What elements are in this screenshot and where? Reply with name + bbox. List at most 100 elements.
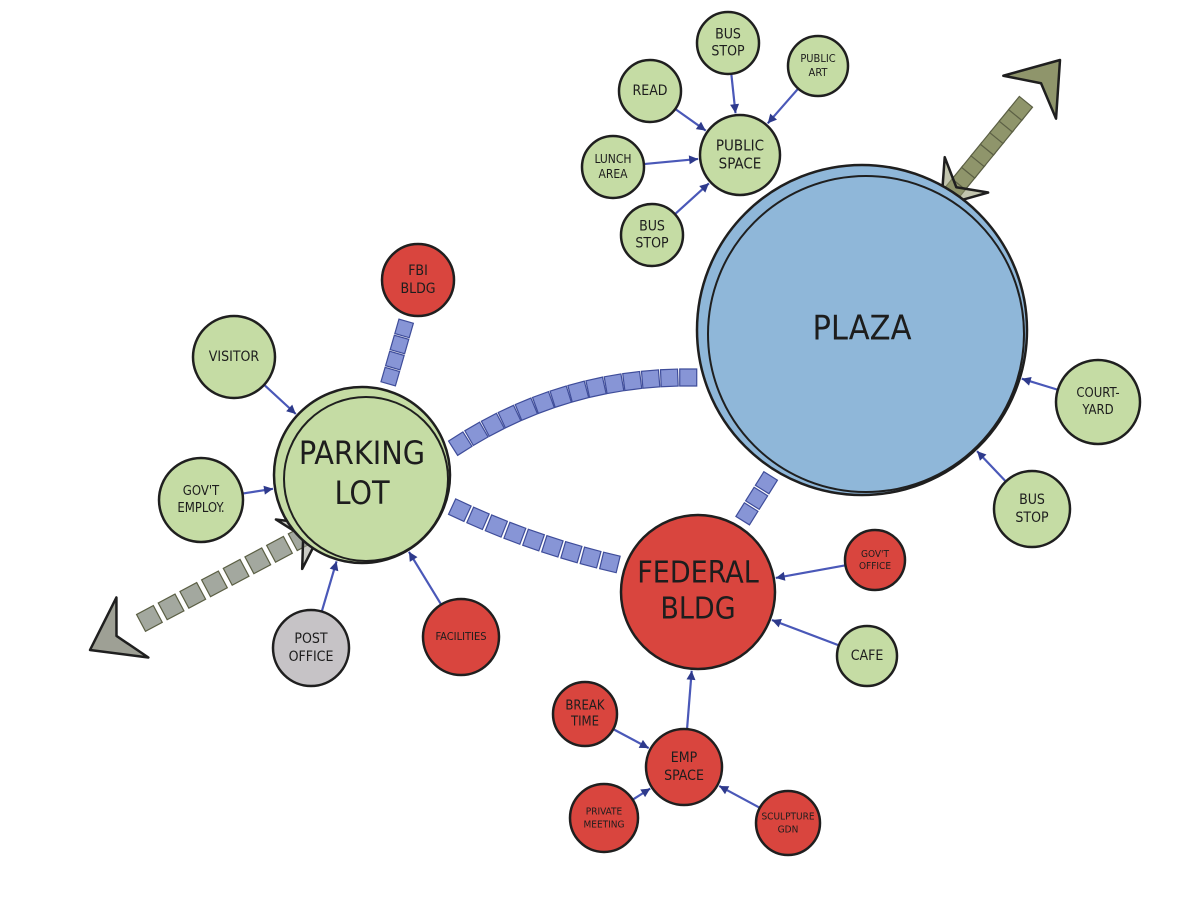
link-segment [567, 380, 590, 403]
node-label: GOV'T [861, 549, 890, 560]
arrow-tip-icon [695, 121, 706, 131]
connector-post-office-to-parking-lot [320, 561, 339, 612]
node-label: PUBLIC [716, 137, 764, 155]
node-bubble [191, 314, 277, 400]
flow-segment [1007, 95, 1034, 122]
connector-public-art-to-public-space [766, 87, 800, 125]
link-segment [480, 412, 506, 438]
node-bubble [580, 134, 646, 200]
node-label: AREA [598, 167, 628, 181]
node-bubble [1054, 358, 1142, 446]
node-label: BLDG [400, 281, 435, 297]
node-label: COURT- [1076, 386, 1119, 401]
node-bubble [698, 113, 782, 197]
connector-bus-stop-left-to-public-space [674, 182, 710, 215]
node-label: TIME [570, 715, 599, 730]
flow-segment [222, 558, 250, 586]
node-label: STOP [635, 236, 669, 252]
connector-private-meeting-to-emp-space [632, 787, 651, 801]
connector-facilities-to-parking-lot [407, 551, 443, 606]
node-label: BREAK [565, 699, 605, 714]
node-sculpture-gdn: SCULPTURE GDN [754, 789, 822, 857]
node-private-meeting: PRIVATE MEETING [568, 782, 640, 854]
node-bus-stop-right: BUS STOP [992, 469, 1072, 549]
link-segment [735, 502, 759, 526]
node-label: ART [809, 66, 829, 79]
node-plaza: PLAZA [695, 163, 1029, 497]
link-fbi-bldg-parking-lot [380, 318, 415, 387]
node-bubble [843, 528, 907, 592]
node-label: CAFE [851, 648, 884, 664]
connector-govt-employ-to-parking-lot [242, 485, 274, 495]
dashed-links [380, 318, 779, 574]
node-post-office: POST OFFICE [271, 608, 351, 688]
node-label: FBI [408, 263, 428, 279]
node-cafe: CAFE [835, 624, 899, 688]
link-segment [549, 385, 573, 409]
link-segment [540, 534, 564, 558]
link-segment [389, 334, 410, 355]
node-label: OFFICE [859, 561, 891, 572]
link-segment [579, 546, 602, 569]
node-label: PUBLIC [800, 52, 835, 65]
link-segment [622, 370, 643, 392]
link-segment [744, 486, 769, 511]
link-segment [598, 551, 621, 574]
connector-lines [242, 73, 1059, 809]
arrow-tip-icon [286, 404, 296, 414]
link-plaza-federal-bldg [735, 470, 779, 526]
node-label: SPACE [664, 768, 704, 784]
node-label: BLDG [660, 592, 735, 627]
arrow-tip-icon [640, 788, 651, 798]
link-segment [384, 350, 405, 371]
flow-segment [179, 581, 207, 610]
node-label: OFFICE [289, 649, 334, 665]
node-label: EMP [671, 750, 698, 766]
connector-visitor-to-parking-lot [263, 383, 297, 415]
arrow-tip-icon [719, 785, 730, 795]
node-bubble [695, 10, 761, 76]
node-label: LOT [334, 474, 390, 512]
connector-break-time-to-emp-space [612, 728, 650, 750]
link-segment [484, 514, 509, 538]
arrow-tip-icon [730, 103, 740, 114]
node-label: SCULPTURE [761, 812, 814, 823]
connector-bus-stop-right-to-plaza [976, 450, 1007, 483]
node-label: BUS [639, 219, 665, 235]
node-bubble [695, 163, 1029, 497]
node-govt-employ: GOV'T EMPLOY. [157, 456, 245, 544]
flow-segment [200, 570, 229, 598]
flow-segment [157, 593, 185, 621]
node-label: READ [632, 83, 667, 99]
arrow-tip-icon [775, 571, 786, 581]
flow-segment [265, 535, 294, 563]
link-segment [497, 404, 522, 429]
node-bubble [835, 624, 899, 688]
node-label: STOP [711, 44, 745, 60]
arrow-tip-icon [767, 113, 777, 124]
arrow-tip-icon [771, 618, 782, 628]
link-segment [464, 421, 489, 447]
arrow-tip-icon [638, 739, 649, 749]
node-label: STOP [1015, 510, 1049, 526]
link-segment [466, 506, 490, 531]
node-label: MEETING [584, 820, 625, 831]
node-label: YARD [1081, 403, 1113, 418]
node-bubble [786, 34, 850, 98]
link-segment [380, 366, 401, 387]
node-bubble [271, 608, 351, 688]
node-label: EMPLOY. [177, 501, 224, 516]
arrow-tip-icon [263, 485, 274, 495]
node-label: FACILITIES [435, 630, 486, 643]
link-segment [447, 498, 472, 523]
node-ring [283, 396, 449, 562]
link-segment [603, 373, 625, 395]
node-bubble [619, 202, 685, 268]
link-segment [585, 376, 607, 399]
